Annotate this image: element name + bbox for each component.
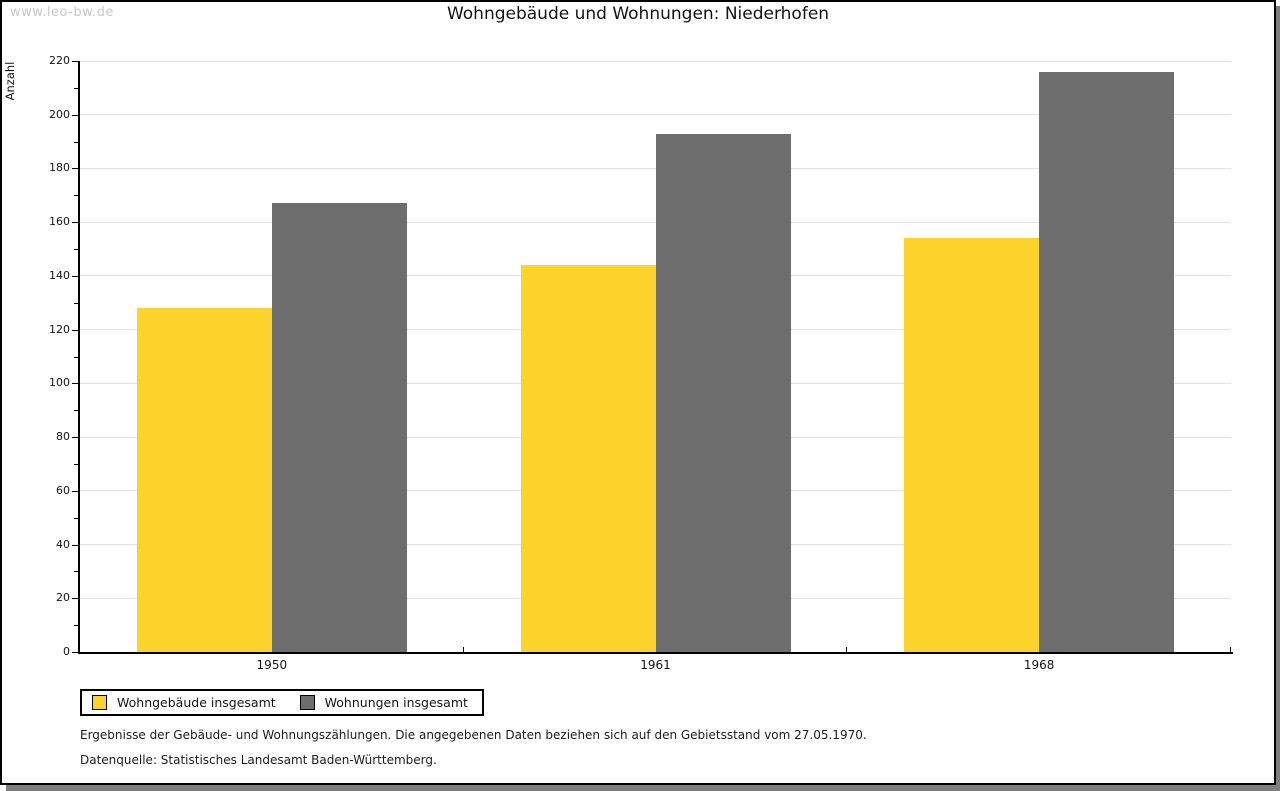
watermark: www.leo-bw.de <box>10 5 114 20</box>
legend-swatch-wohnungen <box>299 695 315 710</box>
y-tick-label-220: 220 <box>49 54 70 67</box>
y-tick-40 <box>72 544 78 546</box>
bar-wohngebaeude-1961 <box>520 265 656 652</box>
y-tick-label-160: 160 <box>49 215 70 229</box>
y-tick-label-200: 200 <box>49 107 70 121</box>
y-tick-0 <box>72 652 78 653</box>
y-tick-label-120: 120 <box>49 322 70 336</box>
y-tick-220 <box>72 61 78 62</box>
plot-area <box>80 60 1231 652</box>
y-tick-label-80: 80 <box>56 430 70 444</box>
legend-swatch-wohngebaeude <box>92 695 107 710</box>
y-tick-label-60: 60 <box>56 483 70 497</box>
bar-wohnungen-1961 <box>655 134 791 652</box>
y-tick-200 <box>72 114 78 116</box>
y-tick-150 <box>74 249 78 251</box>
x-tick-label-1968: 1968 <box>1023 658 1055 672</box>
y-tick-10 <box>74 625 78 627</box>
y-tick-60 <box>72 490 78 492</box>
x-axis-line <box>78 652 1233 654</box>
x-tick-label-1961: 1961 <box>640 658 671 672</box>
y-tick-label-140: 140 <box>49 268 70 282</box>
legend-label-wohngebaeude: Wohngebäude insgesamt <box>117 695 276 710</box>
y-tick-label-180: 180 <box>49 161 70 175</box>
y-tick-160 <box>72 222 78 224</box>
footnote-datenquelle: Datenquelle: Statistisches Landesamt Bad… <box>80 753 437 767</box>
y-tick-50 <box>74 517 78 519</box>
y-tick-80 <box>72 437 78 439</box>
y-tick-100 <box>72 383 78 385</box>
y-tick-140 <box>72 275 78 277</box>
x-tick-2 <box>846 647 847 652</box>
footnote-gebietsstand: Ergebnisse der Gebäude- und Wohnungszähl… <box>80 728 867 742</box>
x-tick-3 <box>1230 647 1231 652</box>
y-tick-30 <box>74 571 78 573</box>
y-tick-170 <box>74 195 78 197</box>
y-tick-120 <box>72 329 78 331</box>
x-tick-1 <box>463 647 464 652</box>
y-tick-label-0: 0 <box>63 645 70 658</box>
y-tick-130 <box>74 302 78 304</box>
y-tick-20 <box>72 598 78 600</box>
gridline-200 <box>80 114 1231 116</box>
legend-label-wohnungen: Wohnungen insgesamt <box>324 695 468 710</box>
y-tick-190 <box>74 141 78 143</box>
legend-item-wohnungen: Wohnungen insgesamt <box>299 695 468 710</box>
page-title: Wohngebäude und Wohnungen: Niederhofen <box>446 4 830 24</box>
bar-wohnungen-1950 <box>271 203 407 652</box>
y-tick-70 <box>74 463 78 465</box>
y-tick-210 <box>74 87 78 89</box>
bar-wohngebaeude-1950 <box>136 308 272 652</box>
y-tick-label-40: 40 <box>56 537 70 551</box>
y-tick-label-100: 100 <box>49 376 70 390</box>
bar-wohngebaeude-1968 <box>904 238 1040 652</box>
legend: Wohngebäude insgesamt Wohnungen insgesam… <box>80 689 484 716</box>
y-axis-line <box>78 61 80 654</box>
gridline-220 <box>80 60 1231 62</box>
x-tick-label-1950: 1950 <box>256 658 288 672</box>
y-tick-180 <box>72 168 78 170</box>
y-tick-110 <box>74 356 78 358</box>
y-tick-90 <box>74 410 78 412</box>
legend-item-wohngebaeude: Wohngebäude insgesamt <box>92 695 276 710</box>
bar-wohnungen-1968 <box>1039 72 1175 652</box>
y-tick-label-20: 20 <box>56 591 70 605</box>
